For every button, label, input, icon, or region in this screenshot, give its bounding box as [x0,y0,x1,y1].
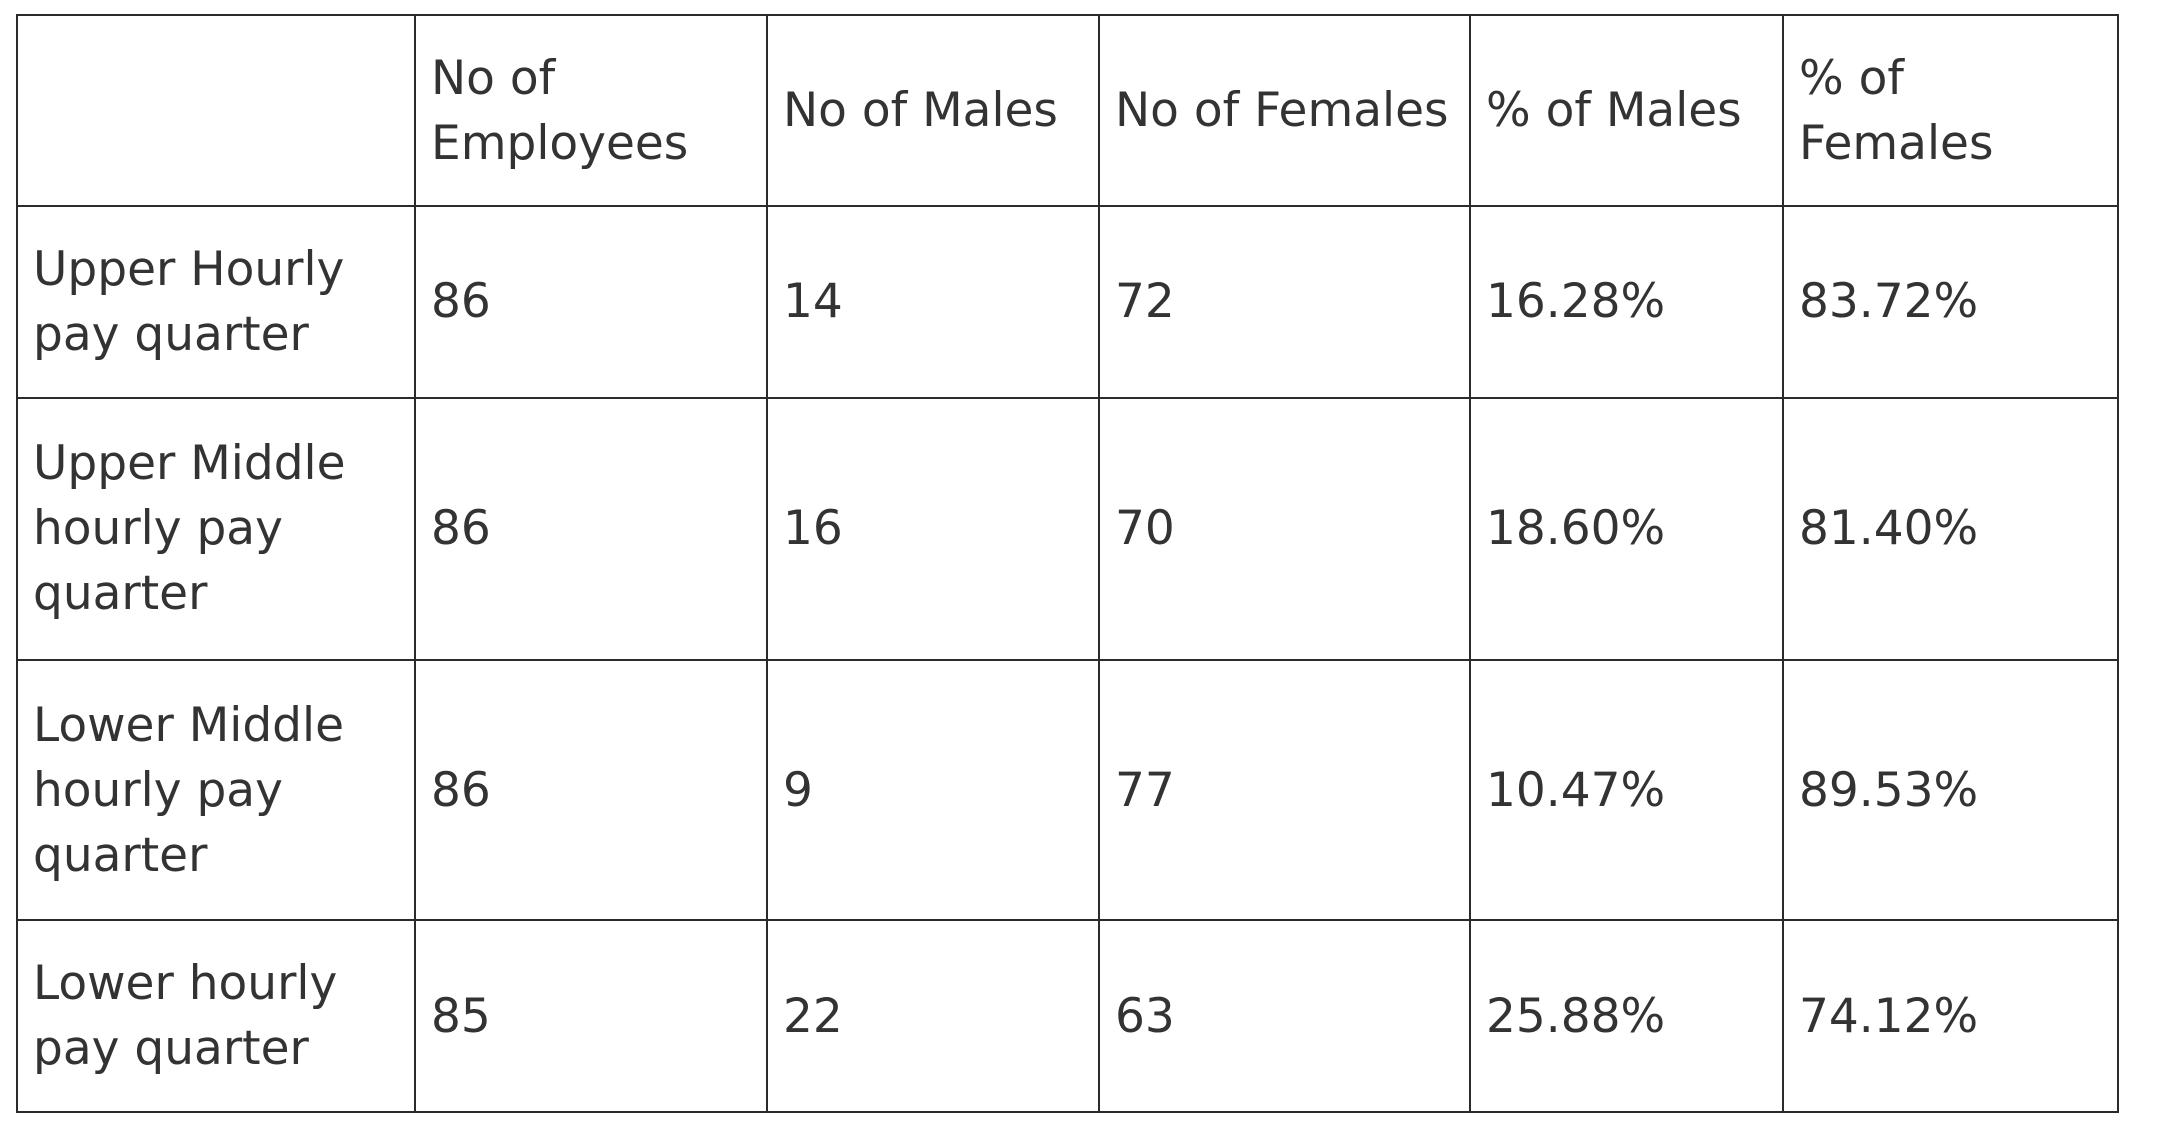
employees-cell: 86 [414,396,768,662]
header-no-of-employees: No of Employees [414,14,768,207]
header-cell-empty [16,14,416,207]
pct-females-cell: 89.53% [1782,658,2119,922]
header-pct-of-males: % of Males [1469,14,1784,207]
employees-cell: 86 [414,658,768,922]
header-no-of-females: No of Females [1098,14,1471,207]
females-cell: 77 [1098,658,1471,922]
females-cell: 70 [1098,396,1471,662]
pct-females-cell: 74.12% [1782,919,2119,1113]
females-cell: 63 [1098,919,1471,1113]
males-cell: 22 [766,919,1100,1113]
header-pct-of-females: % of Females [1782,14,2119,207]
row-label: Lower Middle hourly pay quarter [16,658,416,922]
pct-males-cell: 25.88% [1469,919,1784,1113]
row-label: Upper Middle hourly pay quarter [16,396,416,662]
pct-males-cell: 18.60% [1469,396,1784,662]
table-row: Upper Hourly pay quarter 86 14 72 16.28%… [16,205,2119,399]
males-cell: 14 [766,205,1100,399]
table-row: Upper Middle hourly pay quarter 86 16 70… [16,396,2119,662]
males-cell: 9 [766,658,1100,922]
employees-cell: 86 [414,205,768,399]
pct-females-cell: 83.72% [1782,205,2119,399]
table-row: Lower Middle hourly pay quarter 86 9 77 … [16,658,2119,922]
table-row: Lower hourly pay quarter 85 22 63 25.88%… [16,919,2119,1113]
header-row: No of Employees No of Males No of Female… [16,14,2119,207]
pct-females-cell: 81.40% [1782,396,2119,662]
row-label: Lower hourly pay quarter [16,919,416,1113]
header-no-of-males: No of Males [766,14,1100,207]
row-label: Upper Hourly pay quarter [16,205,416,399]
gender-pay-quartile-table: No of Employees No of Males No of Female… [16,14,2119,1113]
males-cell: 16 [766,396,1100,662]
pct-males-cell: 16.28% [1469,205,1784,399]
employees-cell: 85 [414,919,768,1113]
pct-males-cell: 10.47% [1469,658,1784,922]
females-cell: 72 [1098,205,1471,399]
